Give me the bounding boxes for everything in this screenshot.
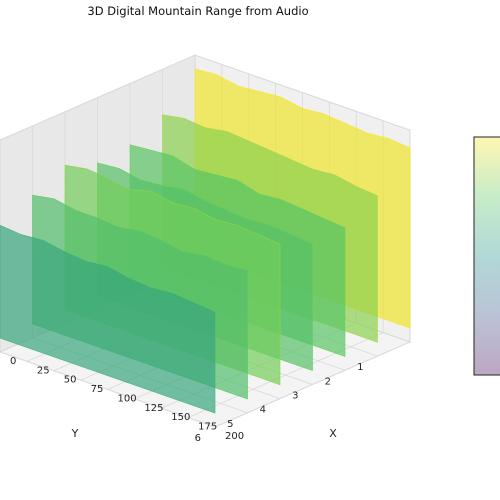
chart-title: 3D Digital Mountain Range from Audio [87,4,308,18]
surface-ribbons [0,68,411,414]
x-tick-label: 100 [118,393,137,404]
x-tick-label: 200 [225,431,244,442]
y-gridline [0,140,216,428]
y-tick-label: 4 [260,405,266,416]
x-tick-label: 50 [64,375,77,386]
y-tick-label: 2 [325,376,331,387]
x-tick-label: 175 [198,422,217,433]
x-tick-label: 150 [171,412,190,423]
y-tick-label: 5 [227,419,233,430]
x-axis-label: X [329,427,337,440]
x-tick-label: 125 [144,403,163,414]
surface-ribbon-6 [0,224,216,414]
x-axis-ticks: 0 25 50 75 100 125 150 175 200 [10,356,244,442]
x-tick-label: 0 [10,356,16,367]
y-tick-label: 1 [357,362,363,373]
y-axis-ticks: 1 2 3 4 5 6 [195,362,364,444]
y-tick-label: 3 [292,390,298,401]
colorbar [473,136,500,376]
y-tick-label: 6 [195,433,201,444]
x-tick-label: 75 [91,384,104,395]
y-axis-label: Y [71,427,79,440]
x-tick-label: 25 [37,365,50,376]
